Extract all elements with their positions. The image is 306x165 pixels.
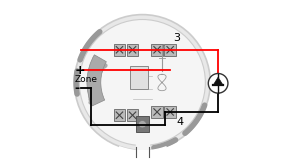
Text: Zone: Zone (74, 75, 98, 84)
FancyBboxPatch shape (164, 106, 176, 118)
FancyBboxPatch shape (114, 109, 125, 121)
FancyBboxPatch shape (130, 66, 148, 89)
FancyBboxPatch shape (114, 44, 125, 56)
FancyBboxPatch shape (127, 44, 138, 56)
Circle shape (79, 19, 205, 146)
Text: 4: 4 (177, 117, 184, 127)
Text: +: + (74, 64, 85, 77)
FancyBboxPatch shape (164, 44, 176, 56)
Polygon shape (213, 77, 223, 85)
Ellipse shape (138, 121, 146, 128)
FancyBboxPatch shape (127, 109, 138, 121)
Circle shape (74, 15, 210, 150)
FancyBboxPatch shape (151, 106, 163, 118)
Text: 3: 3 (174, 33, 181, 43)
Text: -: - (74, 82, 80, 95)
Circle shape (208, 73, 228, 93)
FancyBboxPatch shape (151, 44, 163, 56)
FancyBboxPatch shape (136, 116, 149, 132)
Wedge shape (87, 55, 106, 106)
